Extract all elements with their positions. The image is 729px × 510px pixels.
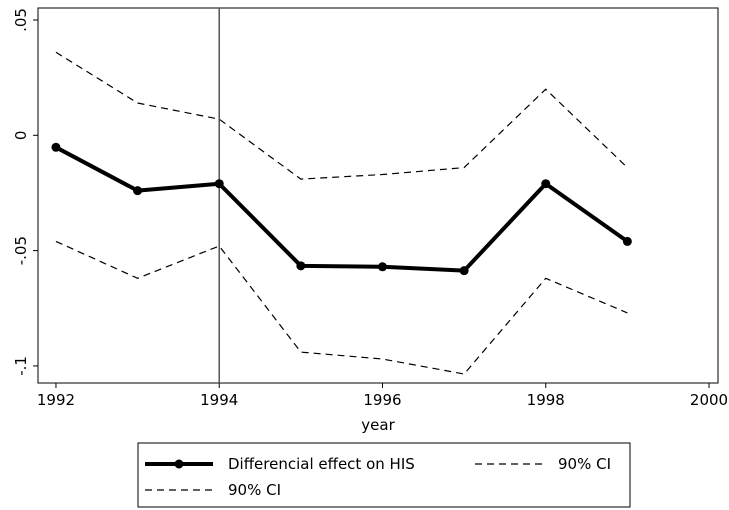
legend-label: 90% CI xyxy=(558,455,611,473)
legend xyxy=(137,442,631,508)
legend-marker xyxy=(174,459,184,469)
point xyxy=(377,262,387,272)
y-tick-label: -.1 xyxy=(12,356,30,376)
y-tick-label: -.05 xyxy=(12,236,30,265)
legend-label: 90% CI xyxy=(228,481,281,499)
y-tick-label: .05 xyxy=(12,8,30,32)
point xyxy=(133,186,143,196)
legend-label: Differencial effect on HIS xyxy=(228,455,415,473)
y-tick-label: 0 xyxy=(12,131,30,141)
series-line xyxy=(55,145,629,273)
point xyxy=(622,236,632,246)
point xyxy=(51,142,61,152)
x-tick-label: 1998 xyxy=(527,391,565,409)
point xyxy=(296,261,306,271)
point xyxy=(214,179,224,189)
x-tick-label: 1996 xyxy=(363,391,401,409)
series-line xyxy=(55,240,628,375)
x-axis-label: year xyxy=(361,416,395,434)
plot-area xyxy=(37,7,719,384)
series-line xyxy=(55,51,628,180)
point xyxy=(459,266,469,276)
x-tick-label: 2000 xyxy=(690,391,728,409)
x-tick-label: 1992 xyxy=(37,391,75,409)
x-tick-label: 1994 xyxy=(200,391,238,409)
point xyxy=(541,179,551,189)
